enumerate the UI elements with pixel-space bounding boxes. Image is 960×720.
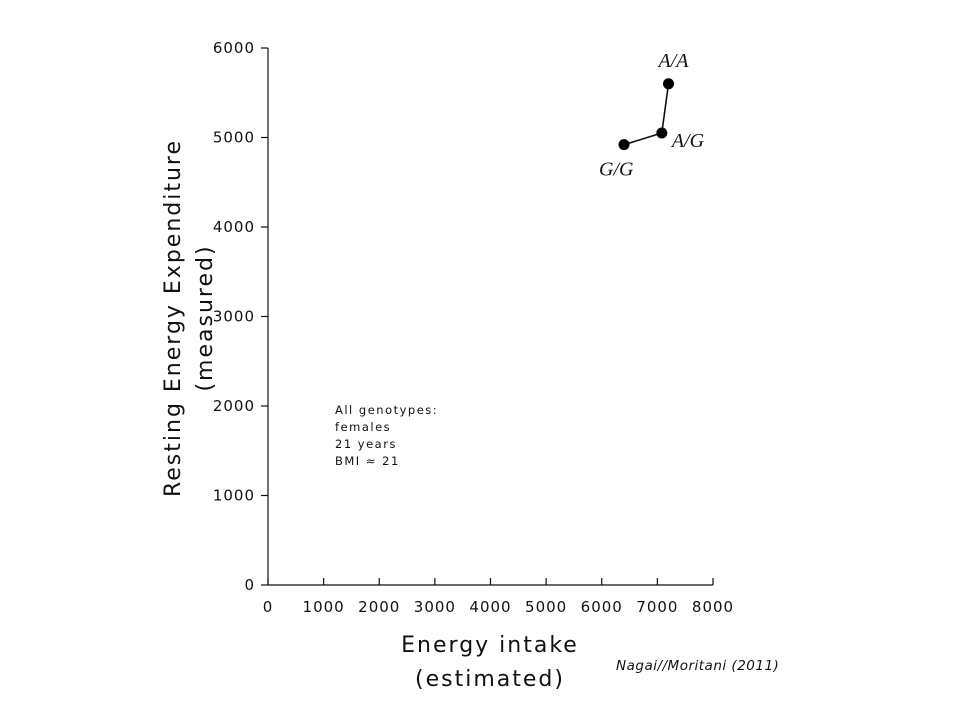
x-tick-label: 7000: [636, 598, 678, 616]
annotation-line-2: females: [335, 420, 391, 434]
x-tick-label: 1000: [303, 598, 345, 616]
y-axis-title-line-2: (measured): [193, 244, 218, 391]
annotation-line-4: BMI ≈ 21: [335, 454, 400, 468]
data-point-label: A/G: [670, 130, 705, 152]
x-tick-label: 5000: [525, 598, 567, 616]
annotation-box: All genotypes: females 21 years BMI ≈ 21: [335, 403, 438, 468]
source-credit: Nagai//Moritani (2011): [616, 658, 779, 674]
y-tick-label: 0: [244, 576, 255, 594]
data-point: [618, 139, 630, 151]
y-axis-ticks: 0 1000 2000 3000 4000 5000 6000: [213, 39, 268, 594]
y-tick-label: 3000: [213, 308, 255, 326]
y-tick-label: 2000: [213, 397, 255, 415]
x-axis-title-line-1: Energy intake: [401, 633, 579, 658]
data-point-label: G/G: [599, 159, 634, 181]
x-axis-ticks: 0 1000 2000 3000 4000 5000 6000 7000 8000: [263, 578, 734, 616]
data-point-label: A/A: [657, 50, 690, 72]
x-tick-label: 3000: [414, 598, 456, 616]
y-tick-label: 5000: [213, 129, 255, 147]
y-tick-label: 1000: [213, 487, 255, 505]
y-tick-label: 6000: [213, 39, 255, 57]
x-axis: 0 1000 2000 3000 4000 5000 6000 7000 8000: [263, 578, 734, 616]
x-axis-title-line-2: (estimated): [415, 667, 565, 692]
x-tick-label: 0: [263, 598, 274, 616]
annotation-line-1: All genotypes:: [335, 403, 438, 417]
x-tick-label: 2000: [358, 598, 400, 616]
y-axis-title-line-1: Resting Energy Expenditure: [161, 139, 186, 497]
x-tick-label: 4000: [469, 598, 511, 616]
data-point: [656, 127, 668, 139]
annotation-line-3: 21 years: [335, 437, 397, 451]
x-tick-label: 8000: [692, 598, 734, 616]
x-tick-label: 6000: [581, 598, 623, 616]
y-axis: 0 1000 2000 3000 4000 5000 6000: [213, 39, 269, 594]
genotype-series: G/G A/G A/A: [599, 50, 705, 181]
data-point: [663, 78, 674, 90]
y-tick-label: 4000: [213, 218, 255, 236]
